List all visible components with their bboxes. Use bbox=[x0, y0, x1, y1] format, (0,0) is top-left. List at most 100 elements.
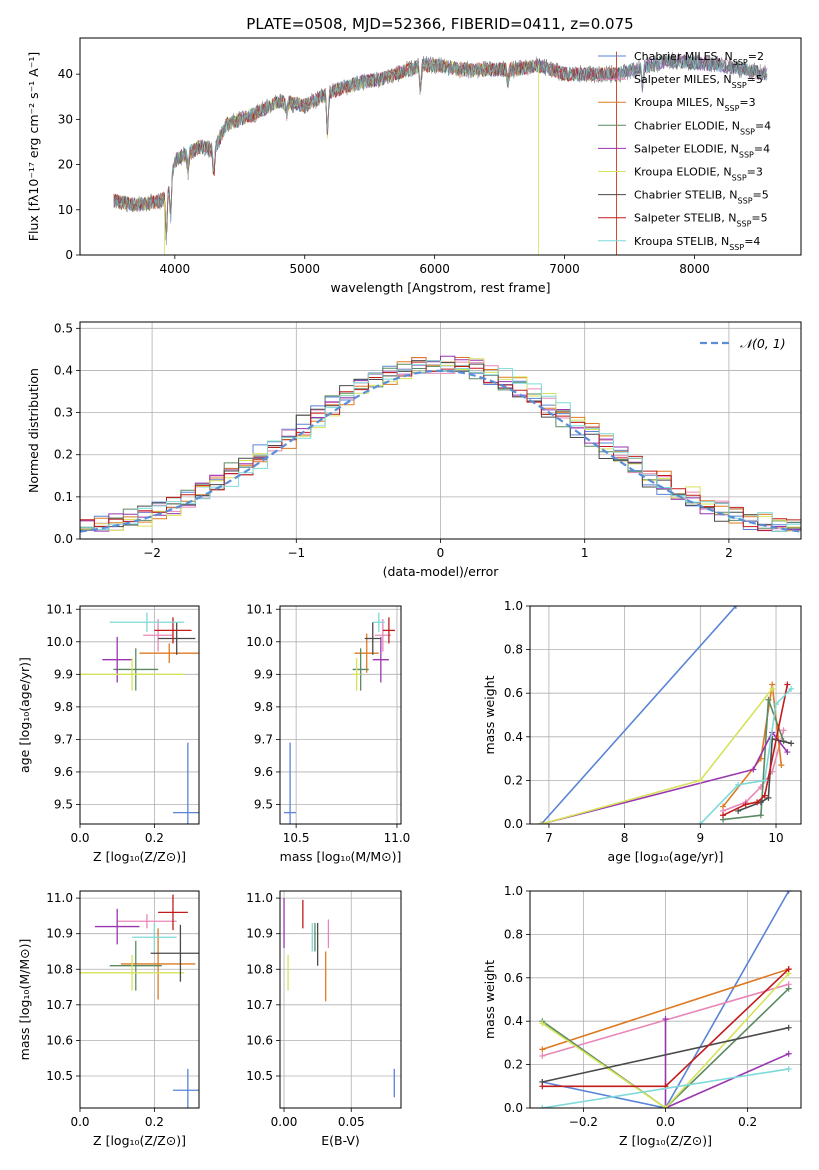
residuals-xtick-label: 2 bbox=[725, 546, 733, 560]
legend-entry-tail: =4 bbox=[754, 142, 770, 155]
mass_vs_Z-ylabel: mass [log₁₀(M/M⊙)] bbox=[17, 939, 32, 1061]
errorbar-point bbox=[94, 908, 140, 945]
weight-marker bbox=[785, 1065, 792, 1072]
weight_vs_age-ytick-label: 0.0 bbox=[504, 817, 523, 831]
weight-line bbox=[542, 1068, 789, 1108]
legend-entry-subscript: SSP bbox=[740, 127, 755, 136]
mass_vs_EBV-points bbox=[283, 898, 395, 1098]
weight-marker bbox=[742, 801, 749, 808]
spectrum-observed-line bbox=[113, 51, 768, 245]
age_vs_mass-ytick-label: 10.1 bbox=[246, 602, 273, 616]
errorbar-point bbox=[158, 894, 188, 931]
legend-entry: Kroupa ELODIE, NSSP=3 bbox=[634, 166, 763, 183]
legend-entry-text: Chabrier STELIB, N bbox=[634, 189, 738, 202]
weight-marker bbox=[785, 985, 792, 992]
residuals-ytick-label: 0.3 bbox=[54, 406, 73, 420]
weight-line bbox=[542, 891, 790, 1108]
weight_vs_Z-ytick-label: 0.4 bbox=[504, 1014, 523, 1028]
legend-entry: 𝒩(0, 1) bbox=[740, 336, 786, 351]
spectrum-ytick-label: 40 bbox=[58, 67, 73, 81]
residuals-ytick-label: 0.2 bbox=[54, 448, 73, 462]
age_vs_mass-frame bbox=[279, 605, 402, 825]
age_vs_mass-ytick-label: 9.5 bbox=[254, 797, 273, 811]
mass_vs_EBV-xtick-label: 0.05 bbox=[338, 1115, 365, 1129]
legend-entry-tail: =4 bbox=[755, 119, 771, 132]
legend-entry-text: Salpeter STELIB, N bbox=[634, 212, 736, 225]
legend-entry-text: Chabrier MILES, N bbox=[634, 50, 733, 63]
weight-marker bbox=[761, 777, 768, 784]
legend-entry: Salpeter MILES, NSSP=5 bbox=[634, 73, 763, 90]
weight-marker bbox=[697, 821, 704, 824]
weight_vs_Z-ytick-label: 1.0 bbox=[504, 884, 523, 898]
weight-marker bbox=[784, 749, 791, 756]
errorbar-point bbox=[284, 742, 297, 824]
weight-marker bbox=[773, 701, 780, 708]
mass_vs_Z-xlabel: Z [log₁₀(Z/Z⊙)] bbox=[93, 1133, 186, 1148]
weight-marker bbox=[765, 696, 772, 703]
age_vs_Z-ytick-label: 9.5 bbox=[54, 797, 73, 811]
legend-entry: Chabrier STELIB, NSSP=5 bbox=[634, 189, 769, 206]
legend-entry: Chabrier ELODIE, NSSP=4 bbox=[634, 119, 771, 136]
spectrum-xtick-label: 4000 bbox=[160, 262, 191, 276]
weight-marker bbox=[757, 812, 764, 819]
weight-marker bbox=[761, 792, 768, 799]
weight_vs_age-xlabel: age [log₁₀(age/yr)] bbox=[608, 849, 724, 864]
errorbar-point bbox=[382, 617, 395, 644]
weight_vs_Z-ytick-label: 0.8 bbox=[504, 927, 523, 941]
residuals-axes: −2 −1 0 1 2 0.0 0.1 0.2 0.3 0.4 0.5 (data-model)/er… bbox=[26, 321, 801, 579]
weight_vs_Z-series bbox=[539, 891, 792, 1108]
weight-marker bbox=[720, 803, 727, 810]
age_vs_mass-ytick-label: 10.0 bbox=[246, 635, 273, 649]
residuals-ylabel: Normed distribution bbox=[26, 368, 41, 493]
residual-histograms bbox=[80, 355, 801, 533]
legend-entry-tail: =3 bbox=[747, 166, 763, 179]
legend-entry-tail: =4 bbox=[744, 235, 760, 248]
errorbar-point bbox=[102, 636, 133, 683]
residuals-ytick-label: 0.5 bbox=[54, 321, 73, 335]
weight-marker bbox=[732, 606, 739, 609]
weight_vs_age-ytick-label: 0.2 bbox=[504, 773, 523, 787]
weight-marker bbox=[662, 1105, 669, 1108]
weight_vs_Z-xtick-label: −0.2 bbox=[569, 1115, 598, 1129]
weight_vs_age-ytick-label: 0.4 bbox=[504, 730, 523, 744]
weight-line bbox=[540, 606, 737, 824]
legend-entry: Salpeter ELODIE, NSSP=4 bbox=[634, 142, 770, 159]
spectrum-xtick-label: 5000 bbox=[289, 262, 320, 276]
spectrum-frame bbox=[79, 37, 802, 256]
weight-marker bbox=[788, 740, 795, 747]
legend-entry-tail: =5 bbox=[751, 212, 767, 225]
legend-entry-text: Kroupa ELODIE, N bbox=[634, 166, 732, 179]
errorbar-point bbox=[80, 955, 185, 991]
weight_vs_Z-ytick-label: 0.6 bbox=[504, 971, 523, 985]
weight-marker bbox=[780, 727, 787, 734]
age_vs_mass-ytick-label: 9.9 bbox=[254, 667, 273, 681]
age_vs_mass-axes: 10.5 11.0 9.5 9.6 9.7 9.8 9.9 10.0 10.1 mass [log… bbox=[246, 602, 410, 864]
errorbar-point bbox=[80, 658, 185, 691]
weight_vs_Z-xtick-label: 0.0 bbox=[656, 1115, 675, 1129]
mass_vs_Z-ytick-label: 10.9 bbox=[46, 927, 73, 941]
weight-marker bbox=[750, 766, 757, 773]
residuals-xtick-label: 1 bbox=[581, 546, 589, 560]
legend-entry-text: Salpeter ELODIE, N bbox=[634, 142, 739, 155]
mass_vs_Z-ytick-label: 10.6 bbox=[46, 1033, 73, 1047]
legend-entry-subscript: SSP bbox=[732, 173, 747, 182]
errorbar-point bbox=[109, 940, 162, 991]
spectrum-model-line bbox=[113, 54, 768, 237]
weight-marker bbox=[785, 966, 792, 973]
mass_vs_EBV-ytick-label: 10.5 bbox=[246, 1069, 273, 1083]
mass_vs_Z-grid bbox=[79, 891, 199, 1108]
weight-marker bbox=[785, 891, 792, 894]
age_vs_Z-frame bbox=[79, 605, 200, 825]
residuals-xtick-label: 0 bbox=[437, 546, 445, 560]
weight-line bbox=[541, 730, 789, 824]
age_vs_Z-ytick-label: 9.7 bbox=[54, 732, 73, 746]
legend-entry-subscript: SSP bbox=[738, 196, 753, 205]
legend-entry-subscript: SSP bbox=[724, 104, 739, 113]
weight_vs_age-series bbox=[538, 606, 795, 824]
age_vs_Z-ytick-label: 9.6 bbox=[54, 765, 73, 779]
legend-entry: Chabrier MILES, NSSP=2 bbox=[634, 50, 764, 67]
legend-entry-tail: =2 bbox=[748, 50, 764, 63]
legend-entry-tail: =5 bbox=[753, 189, 769, 202]
age_vs_Z-ylabel: age [log₁₀(age/yr)] bbox=[17, 657, 32, 773]
